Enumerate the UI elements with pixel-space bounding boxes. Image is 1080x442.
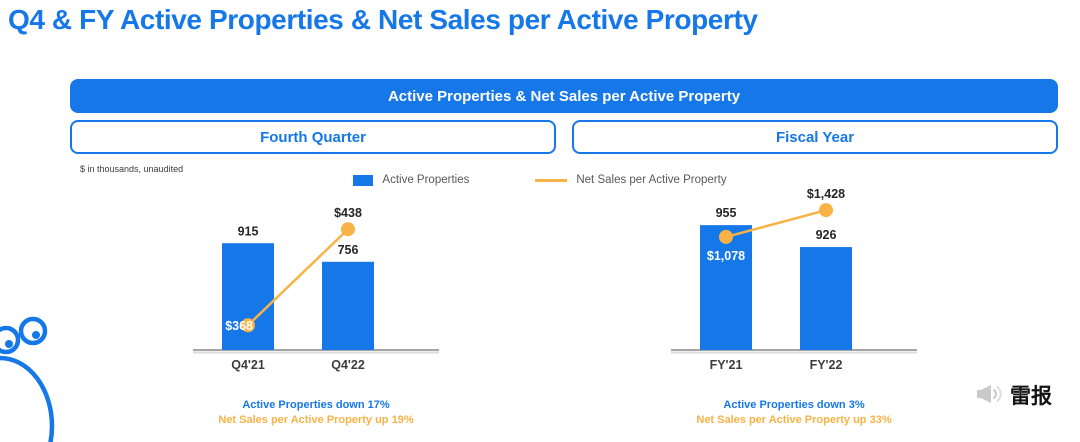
trend-point — [241, 318, 255, 333]
bar-value-label: 915 — [238, 224, 259, 238]
category-label: Q4'22 — [331, 358, 365, 372]
caption-active-properties-change: Active Properties down 3% — [723, 399, 865, 411]
category-label: FY'22 — [810, 358, 843, 372]
chart-fiscal-year: 955 FY'21 926 FY'22 $1,078 $1,428 Active Prop… — [664, 180, 924, 428]
legend-group-line: Net Sales per Active Property — [535, 174, 727, 186]
bar — [322, 261, 374, 350]
watermark: 雷报 — [973, 380, 1052, 410]
bar-series-swatch — [353, 174, 374, 186]
line-series-swatch — [535, 178, 568, 182]
caption-net-sales-change: Net Sales per Active Property up 19% — [218, 414, 414, 426]
trend-line — [725, 208, 827, 239]
trend-line — [247, 228, 349, 327]
chart-fourth-quarter: 915 Q4'21 756 Q4'22 $368 $438 Active Properti… — [186, 180, 446, 428]
bar — [700, 225, 752, 350]
bar — [222, 243, 274, 350]
bar-series-label: Active Properties — [382, 174, 470, 186]
point-value-label: $438 — [334, 206, 362, 220]
combo-chart-fourth-quarter: 915 Q4'21 756 Q4'22 $368 $438 — [193, 206, 439, 372]
combo-chart-fiscal-year: 955 FY'21 926 FY'22 $1,078 $1,428 — [671, 187, 917, 372]
category-label: Q4'21 — [231, 358, 265, 372]
point-value-label: $1,428 — [807, 187, 845, 201]
point-value-label: $1,078 — [707, 249, 745, 263]
trend-point — [341, 222, 355, 237]
watermark-text: 雷报 — [1010, 385, 1052, 408]
category-label: FY'21 — [710, 358, 743, 372]
tab-fourth-quarter[interactable]: Fourth Quarter — [70, 120, 556, 154]
bar-value-label: 955 — [716, 206, 737, 220]
banner-title: Active Properties & Net Sales per Active… — [70, 79, 1058, 113]
caption-active-properties-change: Active Properties down 17% — [242, 399, 390, 411]
page-title: Q4 & FY Active Properties & Net Sales pe… — [8, 4, 758, 35]
frog-pupil — [5, 340, 13, 348]
frog-mascot-logo — [0, 316, 55, 442]
trend-point — [719, 229, 733, 244]
chart-captions-fourth-quarter: Active Properties down 17% Net Sales per… — [186, 398, 446, 428]
bar — [800, 247, 852, 350]
chart-legend: Active Properties Net Sales per Active P… — [0, 174, 1080, 186]
trend-point — [819, 203, 833, 218]
point-value-label: $368 — [225, 319, 253, 333]
legend-group-bars: Active Properties — [353, 174, 469, 186]
megaphone-icon — [977, 385, 1002, 403]
bar-value-label: 926 — [816, 228, 837, 242]
caption-net-sales-change: Net Sales per Active Property up 33% — [696, 414, 892, 426]
frog-body — [0, 355, 55, 442]
frog-eye — [0, 325, 21, 355]
frog-eye — [18, 316, 48, 346]
chart-captions-fiscal-year: Active Properties down 3% Net Sales per … — [664, 398, 924, 428]
footnote-unaudited: $ in thousands, unaudited — [80, 164, 184, 174]
bar-value-label: 756 — [338, 243, 359, 257]
line-series-label: Net Sales per Active Property — [576, 174, 727, 186]
frog-pupil — [32, 331, 40, 339]
tab-fiscal-year[interactable]: Fiscal Year — [572, 120, 1058, 154]
